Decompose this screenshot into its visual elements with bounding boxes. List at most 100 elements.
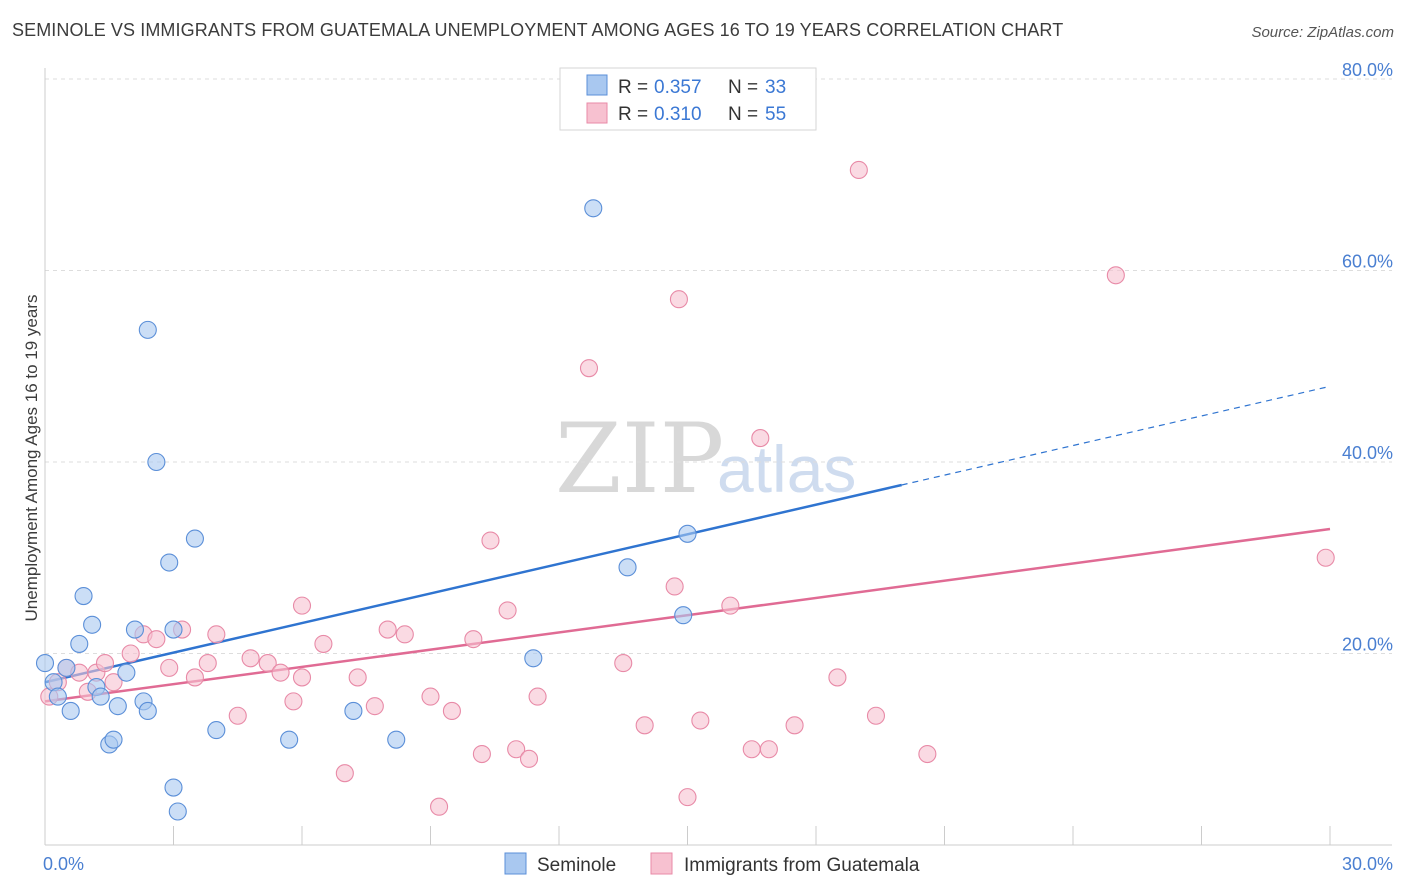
guatemala-point [1106, 266, 1125, 285]
seminole-point [83, 615, 102, 634]
seminole-point [104, 730, 123, 749]
seminole-point [57, 658, 76, 677]
guatemala-point [507, 740, 526, 759]
guatemala-point [691, 711, 710, 730]
guatemala-point [95, 654, 115, 673]
legend-n-label-2: N = [728, 104, 758, 125]
gridlines [45, 78, 1392, 654]
guatemala-point [481, 531, 500, 550]
legend-seminole-label: Seminole [537, 855, 616, 876]
seminole-point [108, 697, 127, 716]
legend-seminole-swatch [504, 852, 527, 875]
watermark-atlas: atlas [717, 432, 856, 506]
legend-n-value-1: 33 [765, 77, 786, 98]
legend-r-value-1: 0.357 [654, 77, 702, 98]
seminole-point [74, 586, 93, 606]
seminole-point [524, 649, 543, 668]
guatemala-point [395, 625, 414, 644]
guatemala-point [442, 701, 461, 721]
seminole-point [344, 701, 363, 721]
guatemala-point [665, 577, 684, 596]
x-tick-label: 0.0% [43, 854, 84, 874]
source-attribution: Source: ZipAtlas.com [1251, 24, 1394, 41]
guatemala-point [104, 673, 123, 692]
guatemala-point [614, 654, 633, 673]
guatemala-point [519, 749, 539, 768]
guatemala-point [751, 429, 770, 448]
seminole-point [185, 529, 204, 548]
seminole-point [35, 654, 55, 673]
seminole-point [117, 663, 136, 682]
seminole-point [138, 701, 157, 721]
seminole-point [678, 524, 697, 543]
guatemala-point [241, 649, 260, 668]
guatemala-point [160, 658, 179, 677]
seminole-point [674, 606, 693, 625]
guatemala-point [430, 797, 449, 816]
legend-guatemala-label: Immigrants from Guatemala [684, 855, 920, 876]
y-tick-label: 80.0% [1342, 60, 1393, 80]
seminole-point [584, 199, 603, 218]
guatemala-point [759, 740, 778, 759]
seminole-point [125, 620, 144, 639]
guatemala-point [721, 596, 740, 615]
y-axis-label: Unemployment Among Ages 16 to 19 years [22, 295, 41, 622]
y-tick-label: 20.0% [1342, 635, 1393, 655]
chart-title: SEMINOLE VS IMMIGRANTS FROM GUATEMALA UN… [12, 20, 1064, 40]
guatemala-point [472, 744, 491, 764]
guatemala-point [669, 290, 688, 309]
guatemala-point [348, 668, 367, 687]
guatemala-point [292, 668, 312, 687]
legend-n-value-2: 55 [765, 104, 786, 125]
legend-r-label-1: R = [618, 77, 648, 98]
seminole-trend-extension [901, 385, 1331, 486]
seminole-point [387, 730, 406, 749]
seminole-point [207, 721, 226, 740]
guatemala-point [498, 601, 517, 620]
guatemala-point [785, 716, 804, 735]
guatemala-point [635, 716, 654, 735]
guatemala-point [464, 630, 483, 649]
guatemala-point [579, 359, 599, 378]
seminole-point [280, 730, 299, 749]
seminole-swatch [586, 74, 608, 96]
legend-guatemala-swatch [650, 852, 673, 875]
guatemala-point [849, 160, 868, 180]
guatemala-point [866, 706, 886, 725]
seminole-point [164, 778, 183, 797]
series-legend: Seminole Immigrants from Guatemala [504, 852, 920, 876]
guatemala-point [335, 764, 354, 783]
legend-r-value-2: 0.310 [654, 104, 702, 125]
x-tick-label: 30.0% [1342, 854, 1393, 874]
guatemala-point [185, 668, 204, 687]
y-tick-label: 60.0% [1342, 252, 1393, 272]
stats-legend: R = 0.357 N = 33 R = 0.310 N = 55 [559, 67, 817, 131]
tick-labels: 20.0% 40.0% 60.0% 80.0% 0.0% 30.0% [43, 60, 1393, 874]
guatemala-point [1316, 548, 1335, 567]
seminole-point [48, 687, 67, 706]
guatemala-point [121, 644, 140, 663]
seminole-point [164, 620, 183, 639]
seminole-point [160, 553, 179, 572]
legend-n-label-1: N = [728, 77, 758, 98]
seminole-point [147, 452, 166, 472]
guatemala-point [147, 630, 166, 649]
seminole-point [618, 558, 637, 577]
guatemala-swatch [586, 102, 608, 124]
guatemala-point [365, 697, 384, 716]
y-tick-label: 40.0% [1342, 443, 1393, 463]
seminole-point [91, 687, 110, 706]
guatemala-point [314, 634, 333, 653]
watermark-zip: ZIP [555, 403, 724, 515]
guatemala-point [198, 654, 217, 673]
guatemala-point [378, 620, 397, 639]
guatemala-point [258, 654, 277, 673]
seminole-point [70, 634, 89, 653]
guatemala-point [207, 625, 226, 644]
guatemala-point [828, 668, 847, 687]
guatemala-point [918, 744, 937, 764]
guatemala-point [228, 706, 247, 725]
guatemala-point [271, 663, 290, 682]
legend-r-label-2: R = [618, 104, 648, 125]
